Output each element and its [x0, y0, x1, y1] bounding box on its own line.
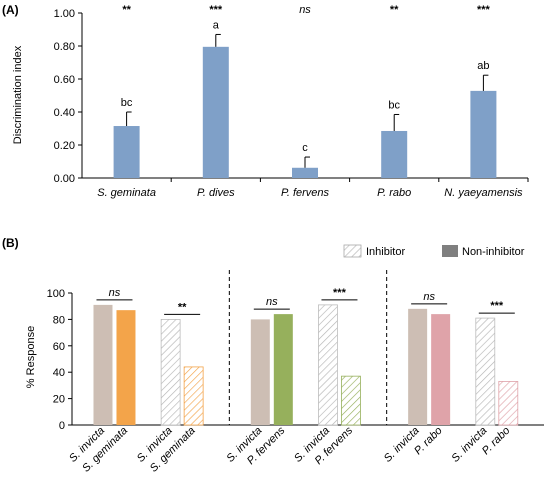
a-significance-label: *** [209, 4, 223, 16]
legend-non-inhibitor-swatch [442, 245, 458, 257]
a-x-tick-label: N. yaeyamensis [444, 187, 523, 199]
panel-b-label: (B) [2, 236, 19, 250]
b-bar [498, 381, 519, 426]
b-bar [116, 310, 136, 425]
a-significance-label: ns [299, 4, 311, 16]
a-y-tick-label: 0.40 [54, 107, 75, 119]
a-significance-label: ** [122, 4, 131, 16]
a-letter-label: c [302, 142, 308, 154]
b-bar [273, 314, 293, 425]
panel-a-ylabel: Discrimination index [12, 45, 24, 144]
a-bar-1 [202, 46, 229, 179]
a-letter-label: bc [121, 97, 133, 109]
b-bar [160, 318, 181, 426]
a-x-tick-label: P. fervens [281, 187, 330, 199]
b-bar [431, 314, 451, 425]
a-y-tick-label: 0.20 [54, 140, 75, 152]
panel-a-plot: 0.00 0.20 0.40 0.60 0.80 1.00 bc ** S. geminata a… [54, 4, 529, 199]
a-significance-label: ** [390, 4, 399, 16]
a-bar-0 [113, 126, 140, 178]
b-bar [475, 317, 496, 426]
b-bar [250, 319, 270, 425]
b-significance-label: ** [178, 301, 187, 313]
b-bar [93, 304, 113, 425]
b-significance-label: ns [423, 291, 435, 303]
a-y-tick-label: 0.00 [54, 173, 75, 185]
b-y-tick-label: 100 [47, 288, 65, 300]
b-bar [408, 308, 428, 425]
a-significance-label: *** [477, 4, 491, 16]
b-significance-label: ns [109, 287, 121, 299]
b-significance-label: *** [490, 300, 504, 312]
legend-non-inhibitor-label: Non-inhibitor [462, 246, 525, 258]
a-letter-label: a [213, 19, 220, 31]
legend: Inhibitor Non-inhibitor [343, 244, 525, 258]
panel-b-ylabel: % Response [25, 326, 37, 388]
legend-inhibitor-swatch [343, 244, 362, 258]
b-bar [183, 366, 204, 426]
panel-b: (B) Inhibitor Non-inhibitor % Response 0… [2, 236, 544, 475]
b-y-tick-label: 80 [53, 314, 65, 326]
a-letter-label: bc [388, 99, 400, 111]
b-y-tick-label: 40 [53, 367, 65, 379]
a-y-tick-label: 0.60 [54, 74, 75, 86]
a-y-tick-label: 0.80 [54, 41, 75, 53]
a-letter-label: ab [477, 60, 489, 72]
b-significance-label: *** [333, 287, 347, 299]
b-y-tick-label: 60 [53, 341, 65, 353]
b-bar [318, 304, 338, 426]
a-bar-3 [381, 130, 408, 178]
a-x-tick-label: P. rabo [377, 187, 411, 199]
legend-inhibitor-label: Inhibitor [366, 246, 405, 258]
b-y-tick-label: 20 [53, 394, 65, 406]
b-significance-label: ns [266, 296, 278, 308]
a-y-tick-label: 1.00 [54, 8, 75, 20]
a-x-tick-label: P. dives [197, 187, 235, 199]
b-bar [341, 375, 361, 426]
panel-a: (A) Discrimination index 0.00 0.20 0.40 0.6… [2, 3, 529, 199]
a-bar-2 [292, 167, 318, 178]
a-bar-4 [470, 90, 497, 178]
panel-a-label: (A) [2, 3, 19, 17]
b-y-tick-label: 0 [59, 420, 65, 432]
a-x-tick-label: S. geminata [97, 187, 156, 199]
